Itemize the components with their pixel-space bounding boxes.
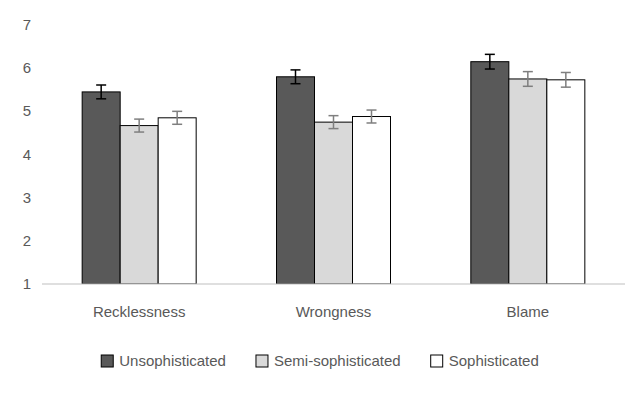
error-bar	[485, 54, 495, 69]
bar	[277, 77, 315, 284]
error-bar	[561, 72, 571, 87]
y-tick-label: 5	[23, 102, 31, 119]
error-cap	[367, 109, 377, 111]
y-tick-label: 6	[23, 59, 31, 76]
chart: 1 2 3 4 5 6 7 Recklessness Wrongness Blame Unsophi…	[0, 0, 640, 399]
bars	[82, 62, 585, 284]
bar	[509, 79, 547, 284]
error-bar	[367, 110, 377, 123]
error-bar	[172, 111, 182, 124]
legend-label: Sophisticated	[449, 352, 539, 369]
error-stem	[138, 119, 140, 132]
x-tick-label: Recklessness	[93, 303, 186, 320]
error-cap	[96, 98, 106, 100]
y-tick-label: 4	[23, 146, 31, 163]
error-cap	[96, 84, 106, 86]
error-stem	[295, 70, 297, 84]
x-tick-label: Blame	[507, 303, 550, 320]
error-cap	[523, 71, 533, 73]
error-bar	[96, 85, 106, 99]
error-stem	[371, 110, 373, 123]
error-bar	[291, 70, 301, 84]
error-stem	[333, 116, 335, 129]
bar	[547, 80, 585, 284]
bar	[353, 117, 391, 284]
y-tick-label: 1	[23, 275, 31, 292]
bar	[158, 118, 196, 284]
legend-label: Unsophisticated	[119, 352, 226, 369]
y-tick-label: 2	[23, 232, 31, 249]
error-cap	[485, 54, 495, 56]
bar	[315, 122, 353, 284]
error-cap	[367, 122, 377, 124]
legend-swatch	[256, 355, 268, 367]
error-cap	[172, 111, 182, 113]
bar	[82, 92, 120, 284]
error-bars	[96, 54, 571, 132]
legend: Unsophisticated Semi-sophisticated Sophist…	[101, 352, 539, 369]
error-stem	[489, 54, 491, 69]
error-cap	[561, 86, 571, 88]
error-cap	[561, 72, 571, 74]
error-cap	[172, 124, 182, 126]
error-cap	[485, 68, 495, 70]
error-cap	[134, 131, 144, 133]
error-stem	[100, 85, 102, 99]
error-cap	[134, 118, 144, 120]
error-cap	[291, 69, 301, 71]
background	[0, 0, 640, 399]
error-cap	[523, 86, 533, 88]
legend-label: Semi-sophisticated	[274, 352, 401, 369]
error-cap	[291, 83, 301, 85]
error-cap	[329, 115, 339, 117]
error-bar	[523, 72, 533, 87]
legend-swatch	[431, 355, 443, 367]
error-stem	[565, 72, 567, 87]
bar	[120, 126, 158, 284]
bar	[471, 62, 509, 284]
error-bar	[134, 119, 144, 132]
y-tick-label: 3	[23, 189, 31, 206]
y-tick-label: 7	[23, 16, 31, 33]
error-stem	[527, 72, 529, 87]
error-cap	[329, 128, 339, 130]
error-stem	[176, 111, 178, 124]
x-tick-label: Wrongness	[296, 303, 372, 320]
error-bar	[329, 116, 339, 129]
x-axis	[42, 284, 625, 285]
legend-swatch	[101, 355, 113, 367]
